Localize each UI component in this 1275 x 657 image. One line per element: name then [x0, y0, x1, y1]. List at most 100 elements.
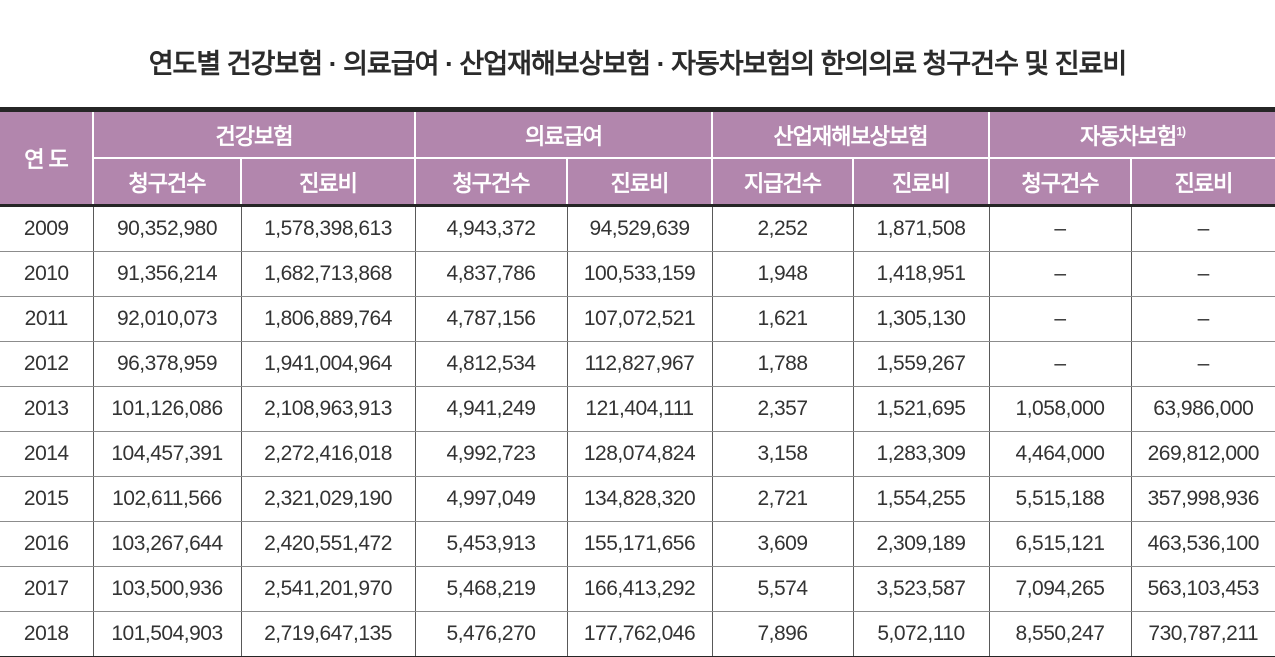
table-row: 2011 92,010,073 1,806,889,764 4,787,156 107,…: [0, 296, 1275, 342]
group-header-industrial-accident-insurance: 산업재해보상보험: [710, 109, 991, 159]
value-cell: 92,010,073: [92, 296, 242, 342]
value-cell: 2,721: [711, 476, 854, 522]
value-cell: 5,453,913: [414, 521, 568, 567]
col-header-medicalaid-claims: 청구건수: [414, 157, 568, 207]
value-cell: 100,533,159: [566, 251, 713, 297]
table-row: 2017 103,500,936 2,541,201,970 5,468,219 166…: [0, 566, 1275, 612]
value-cell: –: [1130, 341, 1275, 387]
value-cell: 2,321,029,190: [240, 476, 416, 522]
value-cell: 63,986,000: [1130, 386, 1275, 432]
value-cell: 1,521,695: [852, 386, 990, 432]
value-cell: 269,812,000: [1130, 431, 1275, 477]
value-cell: 2,357: [711, 386, 854, 432]
value-cell: 101,504,903: [92, 611, 242, 657]
table-row: 2009 90,352,980 1,578,398,613 4,943,372 94,5…: [0, 205, 1275, 252]
value-cell: –: [1130, 251, 1275, 297]
value-cell: 107,072,521: [566, 296, 713, 342]
value-cell: 563,103,453: [1130, 566, 1275, 612]
value-cell: 5,574: [711, 566, 854, 612]
value-cell: 1,871,508: [852, 205, 990, 252]
value-cell: 1,578,398,613: [240, 205, 416, 252]
value-cell: 166,413,292: [566, 566, 713, 612]
value-cell: 103,500,936: [92, 566, 242, 612]
value-cell: 4,943,372: [414, 205, 568, 252]
value-cell: 1,941,004,964: [240, 341, 416, 387]
value-cell: 4,997,049: [414, 476, 568, 522]
value-cell: 1,554,255: [852, 476, 990, 522]
value-cell: 5,072,110: [852, 611, 990, 657]
value-cell: 1,788: [711, 341, 854, 387]
value-cell: 5,468,219: [414, 566, 568, 612]
footnote-marker: 1): [1176, 124, 1186, 139]
table-row: 2015 102,611,566 2,321,029,190 4,997,049 134…: [0, 476, 1275, 522]
value-cell: 134,828,320: [566, 476, 713, 522]
value-cell: 5,476,270: [414, 611, 568, 657]
col-header-auto-cost: 진료비: [1130, 157, 1275, 207]
table-row: 2013 101,126,086 2,108,963,913 4,941,249 121…: [0, 386, 1275, 432]
value-cell: 1,806,889,764: [240, 296, 416, 342]
value-cell: 4,941,249: [414, 386, 568, 432]
value-cell: 2,309,189: [852, 521, 990, 567]
value-cell: 155,171,656: [566, 521, 713, 567]
sub-header-row: 청구건수 진료비 청구건수 진료비 지급건수 진료비 청구건수 진료비: [0, 157, 1275, 207]
value-cell: 730,787,211: [1130, 611, 1275, 657]
value-cell: 5,515,188: [988, 476, 1132, 522]
value-cell: 1,418,951: [852, 251, 990, 297]
col-header-medicalaid-cost: 진료비: [566, 157, 713, 207]
year-cell: 2014: [0, 431, 94, 477]
value-cell: 101,126,086: [92, 386, 242, 432]
value-cell: 4,992,723: [414, 431, 568, 477]
value-cell: 2,272,416,018: [240, 431, 416, 477]
page-title: 연도별 건강보험 · 의료급여 · 산업재해보상보험 · 자동차보험의 한의의료…: [148, 49, 1128, 79]
value-cell: –: [988, 251, 1132, 297]
value-cell: 3,523,587: [852, 566, 990, 612]
table-body: 2009 90,352,980 1,578,398,613 4,943,372 94,5…: [0, 205, 1275, 657]
value-cell: 3,609: [711, 521, 854, 567]
value-cell: 1,621: [711, 296, 854, 342]
value-cell: –: [1130, 296, 1275, 342]
value-cell: 7,094,265: [988, 566, 1132, 612]
col-header-health-claims: 청구건수: [93, 157, 242, 207]
table-header: 연 도 건강보험 의료급여 산업재해보상보험 자동차보험1) 청구건수 진료비 …: [0, 109, 1275, 207]
group-label: 자동차보험: [1080, 123, 1177, 149]
year-cell: 2013: [0, 386, 94, 432]
value-cell: 4,837,786: [414, 251, 568, 297]
value-cell: 1,948: [711, 251, 854, 297]
value-cell: 4,787,156: [414, 296, 568, 342]
value-cell: –: [988, 296, 1132, 342]
value-cell: 112,827,967: [566, 341, 713, 387]
value-cell: 357,998,936: [1130, 476, 1275, 522]
group-header-row: 연 도 건강보험 의료급여 산업재해보상보험 자동차보험1): [0, 109, 1275, 207]
col-header-auto-claims: 청구건수: [988, 157, 1133, 207]
value-cell: 96,378,959: [92, 341, 242, 387]
value-cell: 8,550,247: [988, 611, 1132, 657]
value-cell: 94,529,639: [566, 205, 713, 252]
group-label: 의료급여: [525, 123, 603, 149]
value-cell: 2,252: [711, 205, 854, 252]
table-row: 2016 103,267,644 2,420,551,472 5,453,913 155…: [0, 521, 1275, 567]
value-cell: 177,762,046: [566, 611, 713, 657]
value-cell: 2,108,963,913: [240, 386, 416, 432]
group-header-medical-aid: 의료급여: [414, 109, 713, 159]
year-cell: 2010: [0, 251, 94, 297]
value-cell: –: [988, 205, 1132, 252]
col-header-health-cost: 진료비: [240, 157, 416, 207]
year-cell: 2012: [0, 341, 94, 387]
col-header-industrial-payments: 지급건수: [711, 157, 854, 207]
group-header-health-insurance: 건강보험: [92, 109, 416, 159]
value-cell: 103,267,644: [92, 521, 242, 567]
year-cell: 2017: [0, 566, 94, 612]
value-cell: 4,812,534: [414, 341, 568, 387]
value-cell: 1,682,713,868: [240, 251, 416, 297]
value-cell: 7,896: [711, 611, 854, 657]
value-cell: 91,356,214: [92, 251, 242, 297]
group-label: 건강보험: [215, 123, 294, 149]
value-cell: 1,058,000: [988, 386, 1132, 432]
value-cell: 4,464,000: [988, 431, 1132, 477]
value-cell: 121,404,111: [566, 386, 713, 432]
group-header-auto-insurance: 자동차보험1): [988, 109, 1275, 159]
value-cell: 2,420,551,472: [240, 521, 416, 567]
value-cell: 102,611,566: [92, 476, 242, 522]
insurance-claims-table: 연 도 건강보험 의료급여 산업재해보상보험 자동차보험1) 청구건수 진료비 …: [0, 107, 1275, 657]
